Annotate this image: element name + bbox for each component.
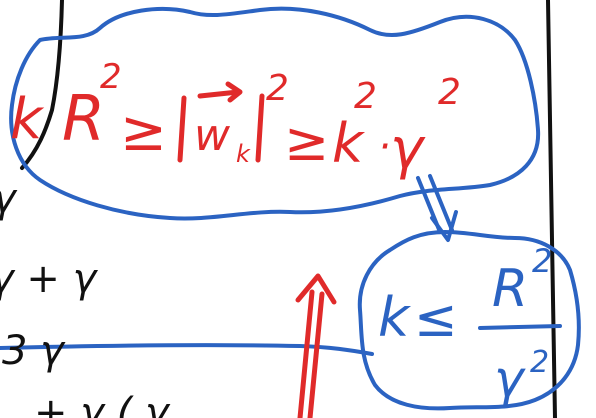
eq-gamma-exponent: 2 bbox=[438, 72, 461, 113]
eq-k2-exponent: 2 bbox=[354, 76, 377, 117]
result-leq: ≤ bbox=[414, 289, 458, 349]
result-k: k bbox=[378, 286, 412, 349]
eq-dot: · bbox=[378, 124, 391, 170]
eq-R-exponent: 2 bbox=[100, 57, 122, 97]
eq-w-exponent: 2 bbox=[266, 68, 289, 109]
result-fraction-bar bbox=[480, 326, 560, 328]
left-note-2: γ + γ bbox=[0, 256, 99, 302]
vector-arrow bbox=[200, 84, 240, 100]
eq-geq-2: ≥ bbox=[284, 110, 329, 173]
eq-w-subscript: k bbox=[236, 140, 251, 168]
eq-gamma: γ bbox=[390, 117, 426, 182]
result-denominator: γ bbox=[494, 350, 526, 408]
eq-R: R bbox=[62, 82, 105, 155]
norm-bar-left bbox=[180, 98, 184, 160]
eq-w: w bbox=[194, 110, 231, 161]
left-note-3: 3 γ bbox=[2, 328, 66, 374]
eq-k: k bbox=[10, 87, 45, 152]
result-numerator-exponent: 2 bbox=[532, 242, 552, 280]
left-note-4: + γ ( γ bbox=[34, 390, 171, 418]
eq-k2: k bbox=[332, 112, 366, 175]
eq-geq-1: ≥ bbox=[120, 99, 167, 164]
left-note-1: γ bbox=[0, 176, 18, 222]
norm-bar-right bbox=[258, 96, 262, 160]
result-numerator: R bbox=[492, 259, 528, 319]
red-arrow-head bbox=[298, 276, 334, 302]
result-denominator-exponent: 2 bbox=[530, 345, 549, 380]
